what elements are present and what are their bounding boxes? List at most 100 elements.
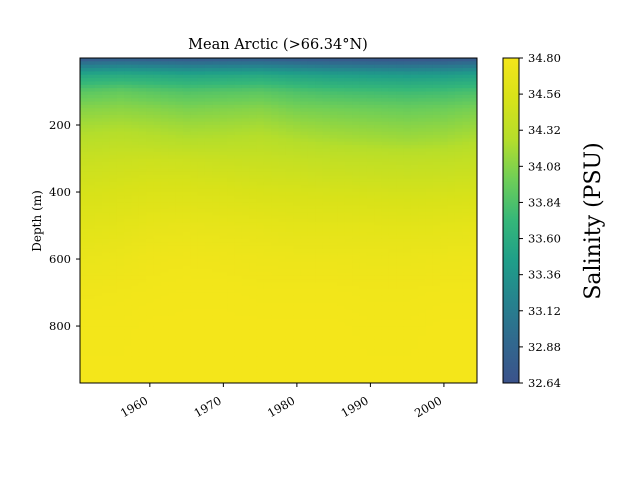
heatmap-cell xyxy=(469,181,477,186)
heatmap-cell xyxy=(241,292,250,297)
heatmap-cell xyxy=(315,192,324,196)
heatmap-cell xyxy=(454,299,463,304)
heatmap-cell xyxy=(388,151,397,156)
heatmap-cell xyxy=(329,108,338,113)
heatmap-cell xyxy=(403,225,412,230)
heatmap-cell xyxy=(315,262,324,267)
heatmap-cell xyxy=(469,158,477,163)
heatmap-cell xyxy=(102,155,111,160)
heatmap-cell xyxy=(374,78,383,83)
heatmap-cell xyxy=(241,128,250,133)
heatmap-cell xyxy=(241,346,250,351)
heatmap-cell xyxy=(94,339,103,344)
heatmap-cell xyxy=(300,215,309,220)
heatmap-cell xyxy=(80,295,88,300)
heatmap-cell xyxy=(212,145,221,150)
heatmap-cell xyxy=(418,171,427,176)
heatmap-cell xyxy=(396,332,405,337)
heatmap-cell xyxy=(204,145,213,150)
heatmap-cell xyxy=(285,195,294,200)
heatmap-cell xyxy=(190,262,199,267)
heatmap-cell xyxy=(337,272,346,277)
heatmap-cell xyxy=(359,262,368,267)
heatmap-cell xyxy=(329,202,338,207)
heatmap-cell xyxy=(381,282,390,287)
heatmap-cell xyxy=(94,312,103,317)
heatmap-cell xyxy=(374,326,383,330)
heatmap-cell xyxy=(182,135,191,140)
heatmap-cell xyxy=(396,108,405,113)
heatmap-cell xyxy=(241,272,250,277)
heatmap-cell xyxy=(197,181,206,186)
heatmap-cell xyxy=(454,151,463,156)
heatmap-cell xyxy=(168,84,177,89)
heatmap-cell xyxy=(447,148,456,153)
heatmap-cell xyxy=(234,185,243,190)
heatmap-cell xyxy=(175,349,184,354)
heatmap-cell xyxy=(138,202,147,207)
heatmap-cell xyxy=(227,248,235,253)
heatmap-cell xyxy=(352,171,360,176)
heatmap-cell xyxy=(212,64,221,69)
heatmap-cell xyxy=(249,138,258,143)
heatmap-cell xyxy=(469,195,477,200)
heatmap-cell xyxy=(212,208,221,213)
heatmap-cell xyxy=(146,305,155,310)
heatmap-cell xyxy=(109,326,118,330)
heatmap-cell xyxy=(425,81,434,86)
heatmap-cell xyxy=(403,315,412,320)
heatmap-cell xyxy=(102,81,111,86)
heatmap-cell xyxy=(175,138,184,143)
heatmap-cell xyxy=(315,88,324,93)
heatmap-cell xyxy=(425,218,434,223)
heatmap-cell xyxy=(80,125,88,129)
heatmap-cell xyxy=(204,171,213,176)
heatmap-cell xyxy=(293,148,302,153)
heatmap-cell xyxy=(344,151,353,156)
heatmap-cell xyxy=(256,61,265,66)
heatmap-cell xyxy=(285,104,294,109)
heatmap-cell xyxy=(160,292,169,297)
heatmap-cell xyxy=(366,98,375,103)
heatmap-cell xyxy=(396,202,405,207)
heatmap-cell xyxy=(315,352,324,357)
heatmap-cell xyxy=(131,222,140,227)
heatmap-cell xyxy=(271,101,280,106)
heatmap-cell xyxy=(469,362,477,367)
heatmap-cell xyxy=(87,362,96,367)
heatmap-cell xyxy=(197,208,206,213)
heatmap-cell xyxy=(300,322,309,327)
heatmap-cell xyxy=(249,178,258,183)
heatmap-cell xyxy=(190,101,199,106)
heatmap-cell xyxy=(234,138,243,143)
heatmap-cell xyxy=(227,94,235,99)
heatmap-cell xyxy=(469,81,477,86)
heatmap-cell xyxy=(418,121,427,126)
heatmap-cell xyxy=(204,74,213,79)
heatmap-cell xyxy=(418,305,427,310)
heatmap-cell xyxy=(219,91,228,96)
heatmap-cell xyxy=(307,121,316,126)
heatmap-cell xyxy=(197,252,206,257)
heatmap-cell xyxy=(227,285,235,290)
heatmap-cell xyxy=(418,91,427,96)
heatmap-cell xyxy=(396,289,405,294)
heatmap-cell xyxy=(381,292,390,297)
heatmap-cell xyxy=(87,78,96,83)
heatmap-cell xyxy=(168,138,177,143)
heatmap-cell xyxy=(454,78,463,83)
heatmap-cell xyxy=(197,349,206,354)
heatmap-cell xyxy=(138,252,147,257)
heatmap-cell xyxy=(337,118,346,123)
heatmap-cell xyxy=(168,332,177,337)
heatmap-cell xyxy=(396,235,405,240)
heatmap-cell xyxy=(153,178,162,183)
heatmap-cell xyxy=(234,212,243,217)
heatmap-cell xyxy=(271,336,280,341)
heatmap-cell xyxy=(204,135,213,140)
heatmap-cell xyxy=(425,155,434,160)
heatmap-cell xyxy=(168,212,177,217)
heatmap-cell xyxy=(234,188,243,193)
heatmap-cell xyxy=(153,238,162,243)
heatmap-cell xyxy=(146,171,155,176)
